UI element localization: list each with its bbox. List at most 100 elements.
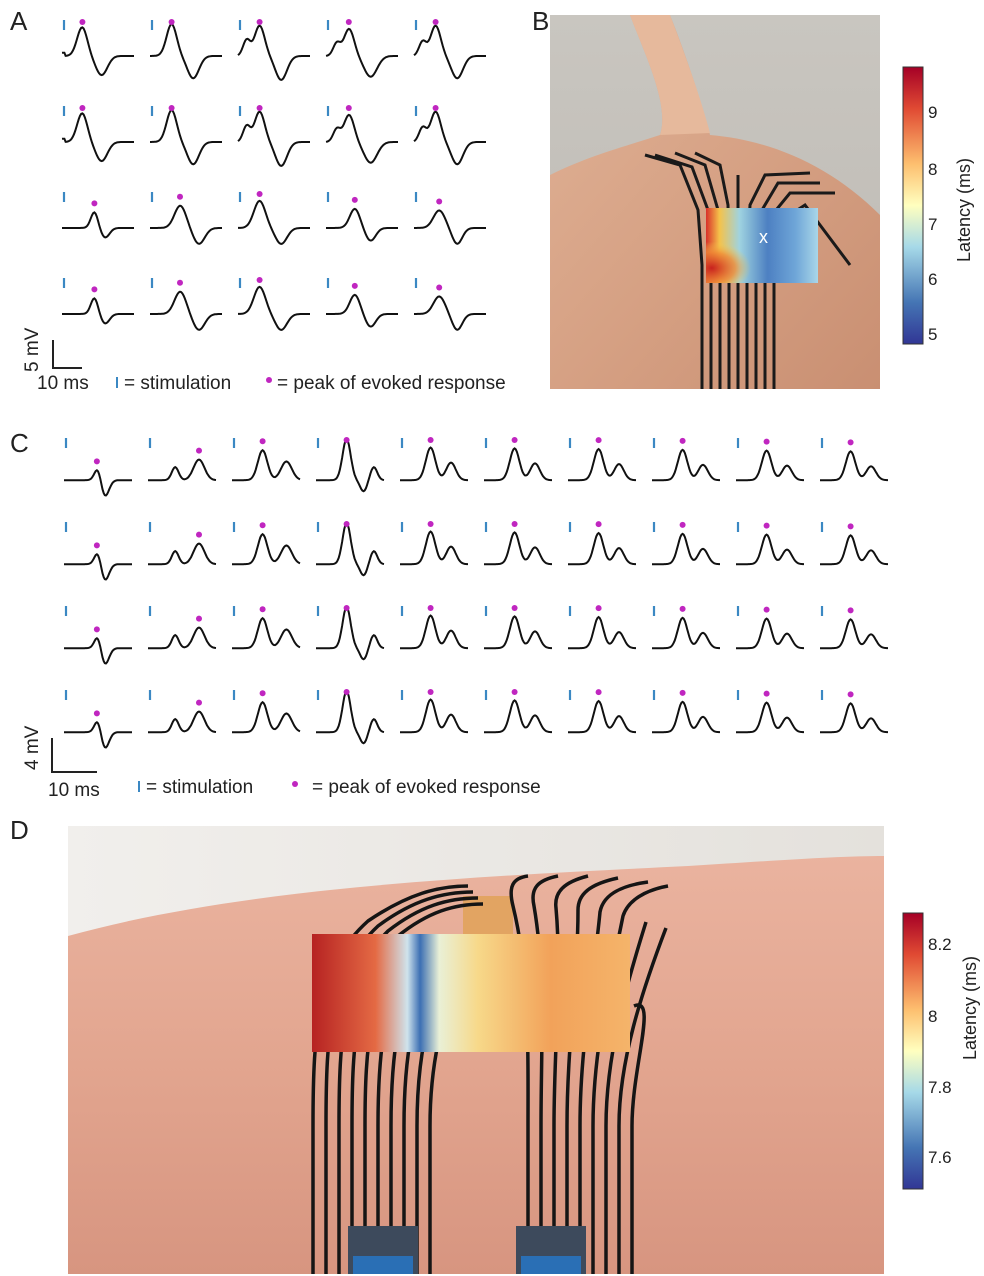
panel-a-scale-y-label: 5 mV (22, 327, 43, 372)
peak-marker (345, 105, 352, 111)
panel-c-waveform (568, 437, 636, 482)
panel-c-waveform (736, 438, 804, 482)
peak-marker (259, 690, 266, 697)
evoked-response-trace (148, 458, 217, 482)
evoked-response-trace (736, 701, 804, 734)
panel-a-waveform (413, 105, 486, 166)
panel-a-waveform (326, 278, 398, 328)
panel-c-waveform (484, 437, 552, 482)
evoked-response-trace (150, 108, 222, 166)
evoked-response-trace (652, 532, 720, 566)
panel-a-waveform (325, 19, 398, 78)
panel-c-waveform (316, 437, 385, 493)
peak-marker (847, 607, 854, 614)
panel-b-cb-tick-8: 8 (928, 160, 938, 179)
panel-c-scale-y-label: 4 mV (22, 725, 43, 770)
evoked-response-trace (736, 617, 804, 650)
panel-a-waveform (150, 192, 222, 245)
peak-marker (91, 286, 98, 293)
evoked-response-trace (325, 113, 398, 164)
peak-marker (256, 19, 263, 25)
panel-b-colorbar (902, 66, 924, 345)
evoked-response-trace (652, 700, 720, 734)
evoked-response-trace (414, 209, 486, 245)
evoked-response-trace (413, 24, 486, 80)
evoked-response-trace (736, 533, 804, 566)
panel-c-waveform (232, 606, 301, 650)
peak-marker (79, 19, 86, 25)
panel-a-legend-peak: = peak of evoked response (277, 373, 506, 394)
peak-marker (256, 277, 263, 283)
panel-c-waveform (148, 522, 217, 566)
panel-b-label: B (532, 6, 550, 36)
panel-a-waveform (62, 278, 134, 325)
panel-c-waveform (64, 690, 132, 749)
panel-a-waveform (150, 278, 222, 331)
evoked-response-trace (316, 689, 385, 745)
evoked-response-trace (150, 290, 222, 331)
panel-c-waveform (400, 521, 468, 566)
peak-marker (679, 437, 686, 444)
peak-marker (511, 521, 518, 527)
forearm-electrode-photo (68, 826, 884, 1274)
peak-marker (259, 606, 266, 613)
panel-c-legend-peak-mark (292, 781, 298, 787)
evoked-response-trace (62, 211, 134, 239)
peak-marker (511, 605, 518, 611)
evoked-response-trace (64, 637, 132, 665)
panel-a-waveform (413, 19, 486, 80)
peak-marker (91, 200, 98, 207)
peak-marker (196, 531, 202, 538)
panel-c-waveform (316, 689, 385, 745)
panel-d-cb-tick-7-8: 7.8 (928, 1078, 952, 1097)
peak-marker (847, 691, 854, 698)
panel-c-waveform (232, 522, 301, 566)
panel-c-waveform (820, 438, 888, 482)
evoked-response-trace (64, 469, 132, 497)
peak-marker (343, 437, 350, 443)
panel-d-cb-title: Latency (ms) (960, 955, 980, 1060)
panel-a-waveform (238, 191, 310, 245)
panel-a-waveform (414, 192, 486, 245)
evoked-response-trace (316, 521, 385, 577)
peak-marker (343, 521, 350, 527)
panel-c-legend-stim-mark (138, 781, 140, 792)
evoked-response-trace (232, 700, 301, 734)
peak-marker (345, 19, 352, 25)
evoked-response-trace (820, 534, 888, 566)
peak-marker (427, 521, 434, 527)
evoked-response-trace (61, 112, 134, 163)
panel-c-label: C (10, 428, 29, 458)
panel-c-waveform (64, 438, 132, 497)
evoked-response-trace (484, 531, 552, 566)
peak-marker (763, 522, 770, 529)
peak-marker (763, 690, 770, 697)
peak-marker (256, 191, 263, 197)
peak-marker (595, 605, 602, 612)
peak-marker (427, 437, 434, 443)
panel-c-waveform (232, 438, 301, 482)
evoked-response-trace (232, 616, 301, 650)
peak-marker (432, 105, 439, 111)
evoked-response-trace (238, 199, 310, 245)
panel-b-cb-title: Latency (ms) (954, 157, 974, 262)
evoked-response-trace (484, 699, 552, 734)
peak-marker (93, 542, 100, 549)
panel-a-legend-peak-mark (266, 377, 272, 383)
panel-d-cb-tick-7-6: 7.6 (928, 1148, 952, 1167)
peak-marker (196, 615, 202, 622)
evoked-response-trace (652, 448, 720, 482)
panel-c-waveform (568, 689, 636, 734)
panel-a-scale-x-label: 10 ms (37, 373, 89, 394)
panel-d-label: D (10, 815, 29, 845)
panel-c-waveform (400, 605, 468, 650)
panel-b-cb-tick-6: 6 (928, 270, 938, 289)
peak-marker (679, 689, 686, 696)
panel-a-waveform (62, 192, 134, 239)
panel-a-scale-bar (52, 340, 82, 369)
evoked-response-trace (736, 449, 804, 482)
panel-a-waveform (238, 277, 310, 331)
peak-marker (351, 196, 358, 203)
peak-marker (196, 699, 202, 706)
evoked-response-trace (820, 618, 888, 650)
